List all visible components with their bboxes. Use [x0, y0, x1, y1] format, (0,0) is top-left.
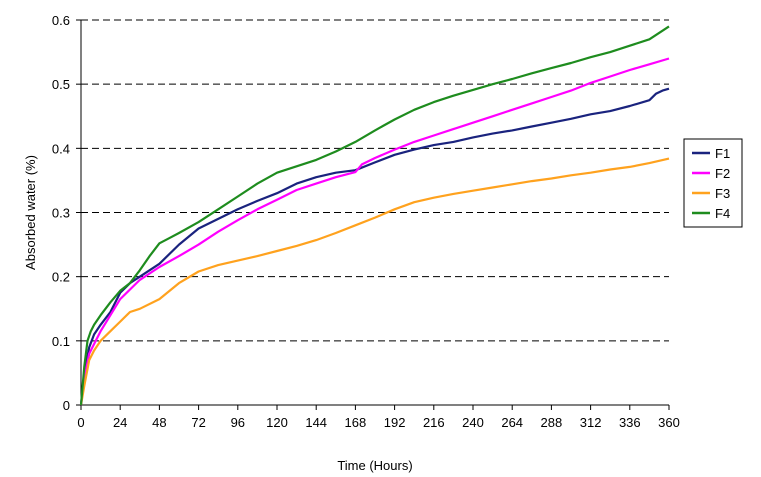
- y-axis-label: Absorbed water (%): [23, 155, 38, 270]
- legend: F1 F2 F3 F4: [683, 138, 743, 228]
- legend-label-f3: F3: [715, 186, 730, 201]
- x-tick-label-10: 240: [462, 415, 484, 430]
- x-tick-label-1: 24: [113, 415, 127, 430]
- y-tick-label-6: 0.6: [52, 13, 70, 28]
- y-tick-label-5: 0.5: [52, 77, 70, 92]
- x-tick-label-7: 168: [345, 415, 367, 430]
- x-tick-label-0: 0: [77, 415, 84, 430]
- x-ticks: 0 24 48 72 96 120 144 168 192 216 240 264 288 312 336 3…: [77, 405, 680, 430]
- x-tick-label-6: 144: [305, 415, 327, 430]
- x-axis-label: Time (Hours): [337, 458, 412, 473]
- legend-label-f4: F4: [715, 206, 730, 221]
- x-tick-label-12: 288: [541, 415, 563, 430]
- y-tick-label-1: 0.1: [52, 334, 70, 349]
- x-tick-label-4: 96: [231, 415, 245, 430]
- x-tick-label-14: 336: [619, 415, 641, 430]
- series-line-f4: [79, 25, 670, 406]
- y-tick-label-0: 0: [63, 398, 70, 413]
- legend-label-f2: F2: [715, 166, 730, 181]
- series-line-f3: [79, 157, 670, 406]
- y-tick-label-4: 0.4: [52, 141, 70, 156]
- series-line-f1: [79, 87, 670, 406]
- gridlines: [81, 19, 669, 342]
- legend-label-f1: F1: [715, 146, 730, 161]
- x-tick-label-11: 264: [501, 415, 523, 430]
- x-tick-label-9: 216: [423, 415, 445, 430]
- y-tick-label-2: 0.2: [52, 270, 70, 285]
- series-line-f2: [79, 57, 670, 406]
- series-lines: [79, 25, 670, 406]
- x-tick-label-2: 48: [152, 415, 166, 430]
- x-tick-label-3: 72: [191, 415, 205, 430]
- x-tick-label-13: 312: [580, 415, 602, 430]
- y-ticks: 0 0.1 0.2 0.3 0.4 0.5 0.6: [52, 13, 81, 413]
- y-tick-label-3: 0.3: [52, 206, 70, 221]
- x-tick-label-5: 120: [266, 415, 288, 430]
- x-tick-label-15: 360: [658, 415, 680, 430]
- x-tick-label-8: 192: [384, 415, 406, 430]
